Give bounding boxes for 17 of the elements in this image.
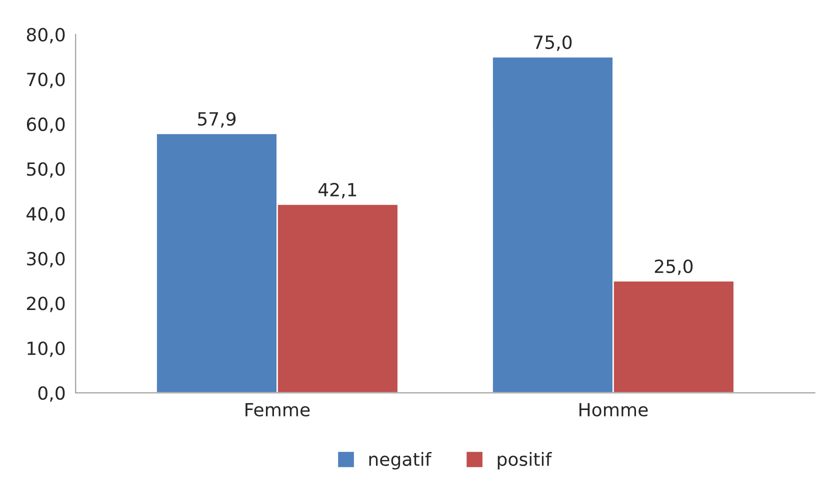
data-label: 42,1 xyxy=(318,182,356,198)
y-tick-label: 20,0 xyxy=(27,296,65,312)
y-tick-label: 60,0 xyxy=(26,117,65,133)
y-tick-label: 40,0 xyxy=(26,207,65,223)
y-tick-label: 10,0 xyxy=(28,341,65,357)
data-label: 75,0 xyxy=(534,35,572,51)
y-tick-label: 80,0 xyxy=(26,28,65,44)
legend-label: positif xyxy=(498,452,552,470)
y-tick-label: 70,0 xyxy=(27,72,65,88)
data-label: 57,9 xyxy=(198,112,236,128)
y-tick-label: 30,0 xyxy=(27,252,65,268)
data-label: 25,0 xyxy=(654,259,693,275)
y-tick-label: 50,0 xyxy=(27,162,65,178)
legend-label: negatif xyxy=(369,452,432,470)
y-tick-label: 0,0 xyxy=(38,386,65,402)
x-tick-label: Homme xyxy=(580,403,648,416)
x-tick-label: Femme xyxy=(246,403,310,416)
